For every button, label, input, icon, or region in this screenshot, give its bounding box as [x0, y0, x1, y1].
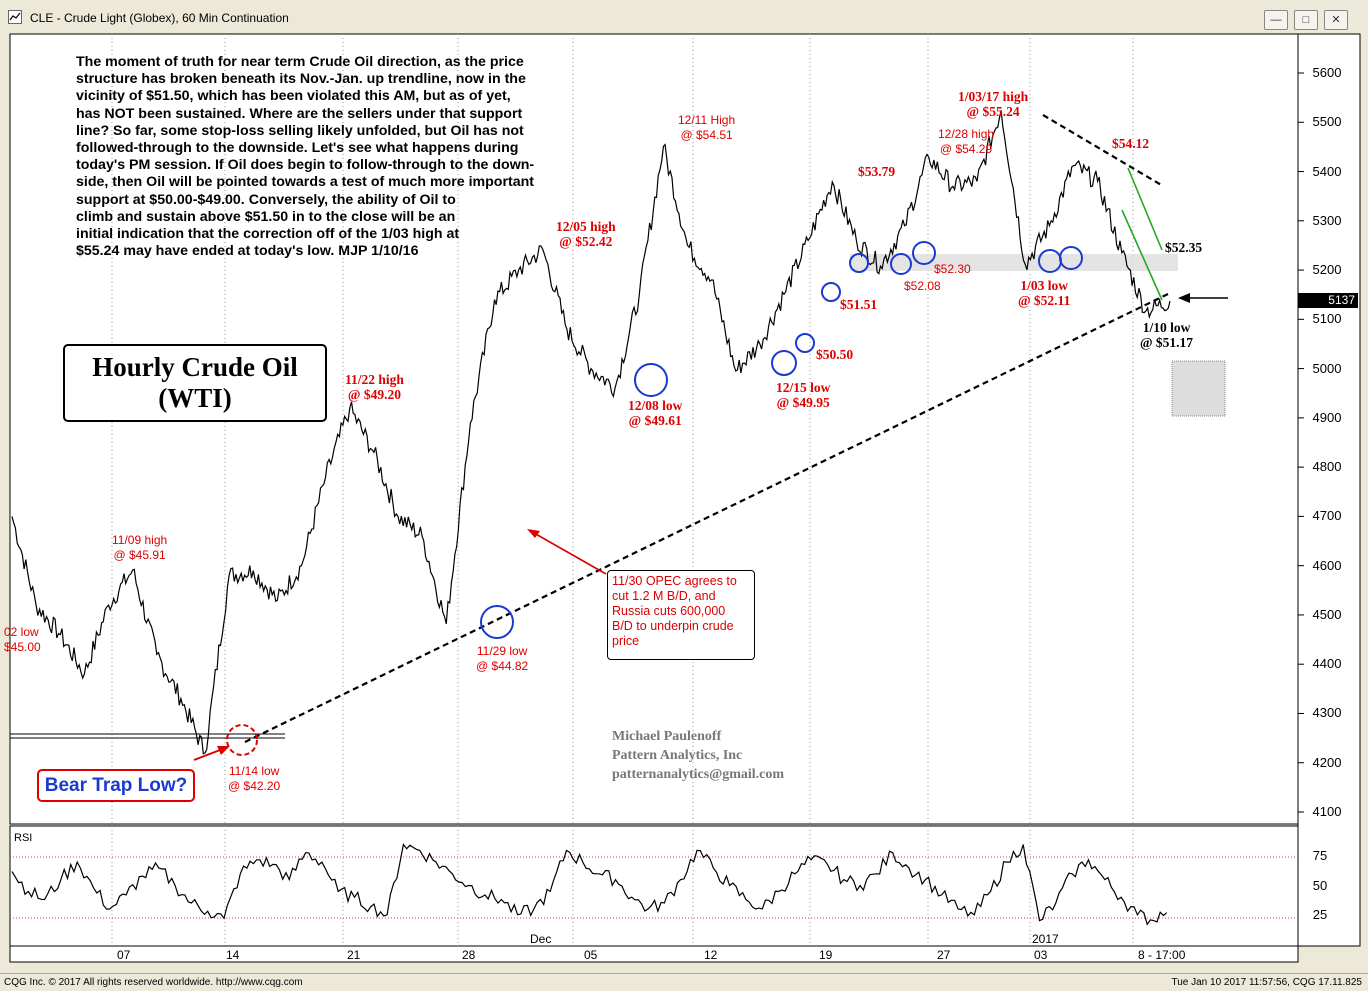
circle-nov29-low	[480, 605, 514, 639]
down-trendline	[1042, 114, 1164, 187]
circle-support-1	[849, 253, 869, 273]
ann-dec11-high: 12/11 High @ $54.51	[678, 113, 736, 142]
y-tick-label: 5600	[1312, 65, 1342, 80]
author-credit: Michael Paulenoff Pattern Analytics, Inc…	[612, 729, 785, 782]
maximize-button[interactable]: □	[1294, 10, 1318, 30]
x-tick-label: 2017	[1032, 932, 1059, 946]
circle-5050	[795, 333, 815, 353]
x-tick-label: 19	[819, 948, 833, 962]
last-price-badge: 5137	[1298, 293, 1358, 308]
ann-5050: $50.50	[816, 347, 854, 362]
circle-5208	[890, 253, 912, 275]
x-tick-label: 05	[584, 948, 598, 962]
channel-line-upper	[1127, 167, 1163, 251]
scratch-box	[1171, 360, 1226, 417]
y-tick-label: 5300	[1312, 212, 1342, 228]
circle-5230	[912, 241, 936, 265]
rsi-tick-label: 75	[1312, 848, 1328, 864]
circle-dec15-low	[771, 350, 797, 376]
chart-title-text: Hourly Crude Oil (WTI)	[92, 352, 298, 413]
x-tick-label: 07	[117, 948, 131, 962]
ann-nov09-high: 11/09 high @ $45.91	[112, 533, 168, 562]
bear-trap-label: Bear Trap Low?	[37, 769, 195, 802]
y-tick-label: 5000	[1312, 360, 1342, 376]
chart-title-box: Hourly Crude Oil (WTI)	[63, 344, 327, 422]
footer-copyright: CQG Inc. © 2017 All rights reserved worl…	[4, 977, 303, 988]
x-tick-label: 03	[1034, 948, 1048, 962]
x-tick-label: 21	[347, 948, 361, 962]
ann-dec28-high: 12/28 high @ $54.29	[938, 127, 995, 156]
ann-nov02-low: 02 low $45.00	[4, 625, 41, 654]
ann-dec08-low: 12/08 low @ $49.61	[628, 398, 683, 428]
marker-circles	[480, 241, 1083, 639]
opec-note: 11/30 OPEC agrees to cut 1.2 M B/D, and …	[607, 570, 755, 660]
y-axis-panel	[1297, 33, 1361, 947]
circle-nov14-low	[226, 724, 258, 756]
y-tick-label: 4900	[1312, 409, 1342, 425]
ann-dec15-low: 12/15 low @ $49.95	[776, 380, 831, 410]
x-axis-panel	[9, 945, 1299, 963]
ann-5412: $54.12	[1112, 136, 1150, 151]
minimize-button[interactable]: —	[1264, 10, 1288, 30]
y-tick-label: 4500	[1312, 606, 1342, 622]
rsi-tick-label: 50	[1312, 877, 1328, 893]
support-zone	[850, 254, 1178, 271]
status-footer: CQG Inc. © 2017 All rights reserved worl…	[0, 973, 1368, 991]
channel-line-lower	[1121, 209, 1163, 301]
y-tick-label: 4800	[1312, 459, 1342, 475]
window-titlebar: CLE - Crude Light (Globex), 60 Min Conti…	[0, 0, 1368, 34]
bear-arrow	[193, 749, 221, 761]
commentary-text: The moment of truth for near term Crude …	[76, 54, 535, 260]
y-tick-label: 4300	[1312, 705, 1342, 721]
rsi-series-line	[11, 843, 1168, 926]
close-button[interactable]: ✕	[1324, 10, 1348, 30]
ann-dec05-high: 12/05 high @ $52.42	[556, 219, 616, 249]
ann-jan03-low: 1/03 low @ $52.11	[1018, 278, 1071, 308]
ann-5379: $53.79	[858, 164, 896, 179]
opec-arrow	[533, 532, 607, 575]
app-icon	[8, 10, 22, 24]
rsi-plot-area	[9, 825, 1299, 947]
x-tick-label: 8 - 17:00	[1138, 948, 1186, 962]
x-tick-label: Dec	[530, 932, 552, 946]
circle-5151	[821, 282, 841, 302]
ann-5208: $52.08	[904, 279, 941, 293]
ann-nov14-low: 11/14 low @ $42.20	[228, 764, 281, 793]
up-trendline	[244, 292, 1171, 743]
opec-arrow-head	[527, 529, 540, 538]
y-tick-label: 5100	[1312, 311, 1342, 327]
rsi-tick-label: 25	[1312, 906, 1328, 922]
footer-timestamp: Tue Jan 10 2017 11:57:56, CQG 17.11.825	[1171, 977, 1362, 988]
rsi-label: RSI	[14, 832, 33, 844]
y-tick-label: 4200	[1312, 754, 1342, 770]
current-price-arrow-head	[1178, 293, 1190, 303]
x-tick-label: 28	[462, 948, 476, 962]
y-tick-label: 4400	[1312, 656, 1342, 672]
x-tick-label: 12	[704, 948, 718, 962]
y-tick-label: 5500	[1312, 114, 1342, 130]
bear-arrow-head	[217, 746, 230, 755]
ann-nov22-high: 11/22 high @ $49.20	[345, 372, 404, 402]
circle-dec08-low	[634, 363, 668, 397]
y-tick-label: 4100	[1312, 804, 1342, 819]
ann-jan10-low: 1/10 low @ $51.17	[1140, 320, 1194, 350]
y-tick-label: 5400	[1312, 163, 1342, 179]
ann-5230: $52.30	[934, 262, 971, 276]
y-tick-label: 5200	[1312, 262, 1342, 278]
ann-5235: $52.35	[1165, 240, 1203, 255]
price-series-line	[11, 110, 1171, 755]
circle-jan03-low-b	[1059, 246, 1083, 270]
ann-5151: $51.51	[840, 297, 878, 312]
y-tick-label: 4600	[1312, 557, 1342, 573]
x-tick-label: 14	[226, 948, 240, 962]
window-title: CLE - Crude Light (Globex), 60 Min Conti…	[30, 11, 289, 25]
ann-nov29-low: 11/29 low @ $44.82	[476, 644, 529, 673]
ann-jan03-high: 1/03/17 high @ $55.24	[958, 89, 1029, 119]
x-tick-label: 27	[937, 948, 951, 962]
y-tick-label: 4700	[1312, 508, 1342, 524]
